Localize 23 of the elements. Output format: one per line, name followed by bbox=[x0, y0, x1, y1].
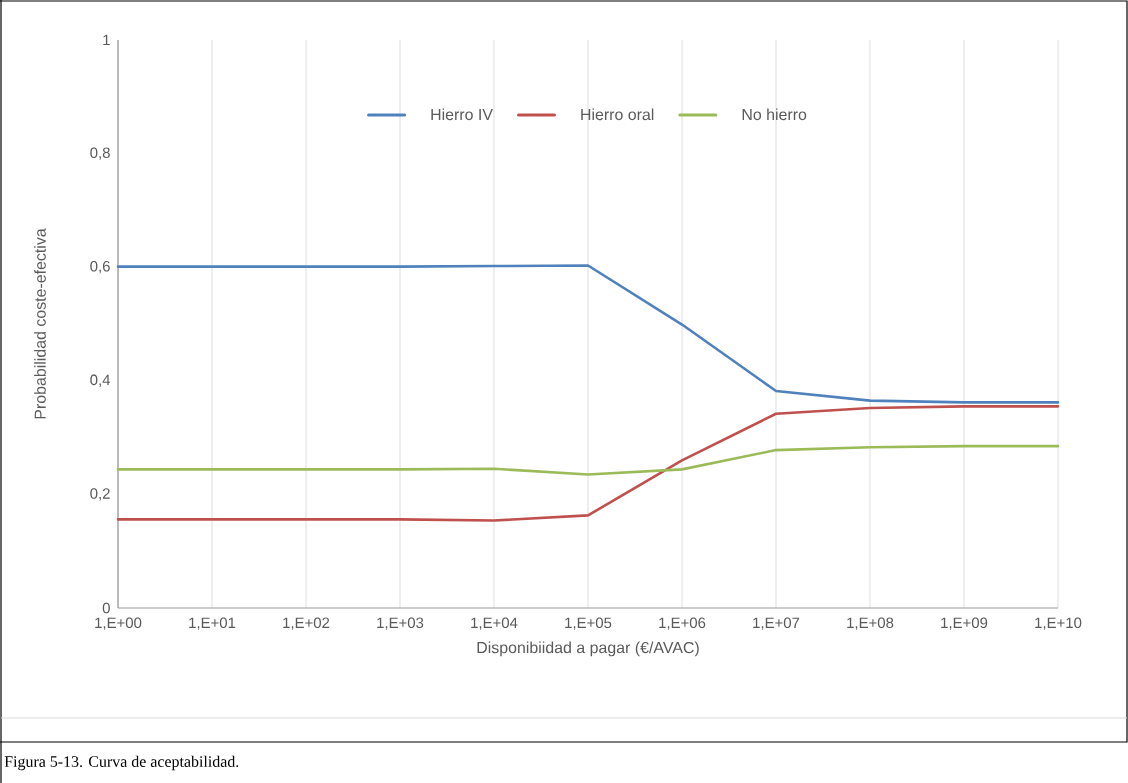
legend-label: Hierro oral bbox=[581, 108, 654, 121]
x-tick-label: 1,E+05 bbox=[565, 617, 612, 630]
x-tick-label: 1,E+09 bbox=[941, 617, 988, 630]
y-tick-label: 0,2 bbox=[90, 488, 110, 501]
x-tick-label: 1,E+08 bbox=[847, 617, 894, 630]
y-axis-title: Probabilidad coste-efectiva bbox=[34, 228, 46, 419]
y-tick-label: 0,8 bbox=[90, 147, 110, 160]
x-tick-label: 1,E+07 bbox=[753, 617, 800, 630]
x-tick-label: 1,E+00 bbox=[95, 617, 142, 630]
y-tick-label: 0,4 bbox=[90, 374, 111, 387]
y-tick-label: 1 bbox=[103, 34, 110, 46]
y-tick-label: 0 bbox=[102, 602, 110, 614]
x-axis-title: Disponibiidad a pagar (€/AVAC) bbox=[477, 641, 699, 657]
y-tick-label: 0,6 bbox=[90, 261, 110, 274]
x-tick-label: 1,E+02 bbox=[283, 617, 330, 630]
x-tick-label: 1,E+10 bbox=[1035, 617, 1082, 630]
text: Figura 5-13. Curva de aceptabilidad. bbox=[4, 755, 239, 771]
x-tick-label: 1,E+06 bbox=[659, 617, 706, 630]
x-tick-label: 1,E+03 bbox=[377, 617, 424, 630]
x-tick-label: 1,E+04 bbox=[471, 617, 518, 630]
x-tick-label: 1,E+01 bbox=[189, 617, 236, 630]
legend-label: Hierro IV bbox=[431, 108, 493, 121]
legend-label: No hierro bbox=[742, 108, 807, 121]
